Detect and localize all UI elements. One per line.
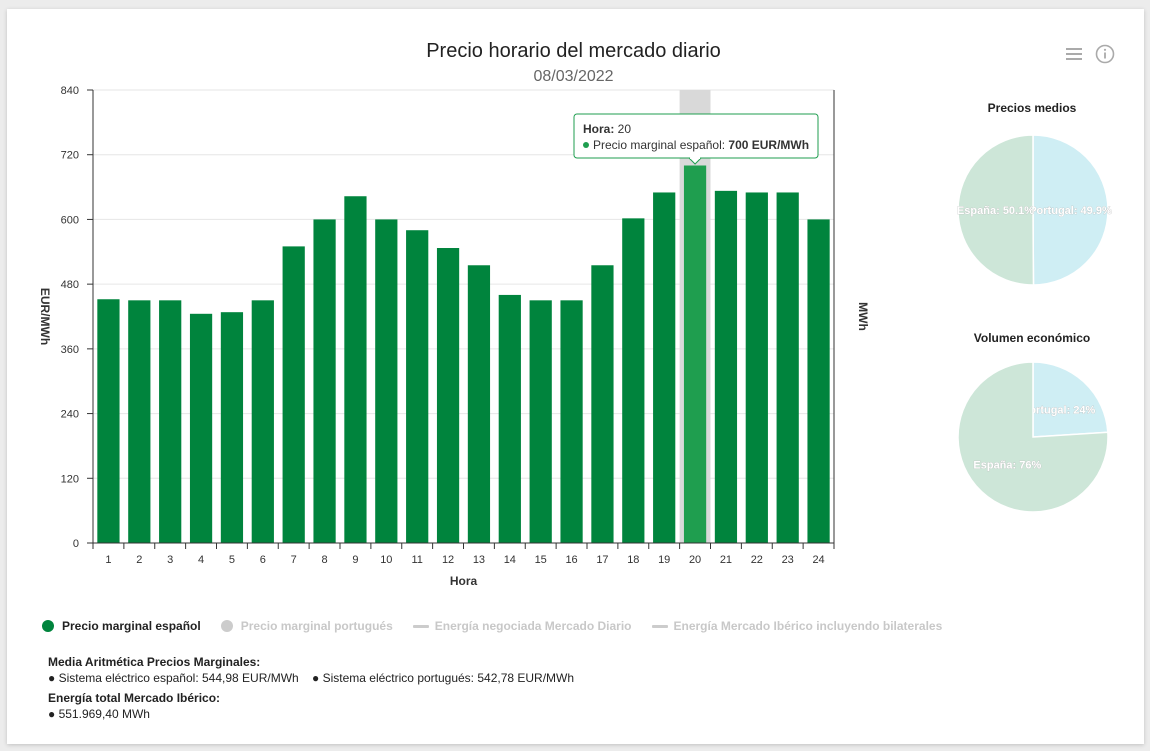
legend-label: Energía Mercado Ibérico incluyendo bilat… [673, 619, 943, 633]
bar [375, 219, 398, 543]
y-tick-label: 0 [73, 538, 79, 550]
x-tick-label: 24 [812, 554, 824, 566]
tooltip-hour-value: 20 [618, 122, 632, 136]
tooltip-hour: Hora: 20 [583, 122, 631, 136]
x-tick-label: 11 [411, 554, 422, 566]
tooltip: Hora: 20 Precio marginal español: 700 EUR… [573, 113, 819, 165]
x-tick-label: 10 [380, 554, 392, 566]
legend-dot-icon [220, 620, 233, 632]
bar [220, 312, 244, 543]
bar [498, 294, 521, 543]
bar [189, 313, 213, 543]
y-tick-label: 120 [61, 473, 79, 485]
y-axis-title: EUR/MWh [38, 288, 52, 345]
bar [406, 230, 429, 543]
y2-axis-title: MWh [856, 302, 870, 331]
bar [97, 299, 120, 543]
x-tick-label: 23 [782, 554, 794, 566]
y-tick-label: 480 [61, 279, 79, 291]
x-tick-label: 4 [198, 554, 204, 566]
legend-item-energia-diario[interactable]: Energía negociada Mercado Diario [412, 619, 632, 633]
tooltip-series-dot [583, 142, 589, 148]
y-tick-label: 600 [61, 214, 79, 226]
x-tick-label: 3 [167, 554, 173, 566]
bar [313, 219, 336, 543]
bar [436, 248, 460, 543]
mean-values: ● Sistema eléctrico español: 544,98 EUR/… [48, 671, 574, 685]
tooltip-series-label: Precio marginal español: [593, 138, 728, 152]
bar [159, 300, 182, 543]
pie-title-precios-medios: Precios medios [987, 101, 1077, 115]
x-tick-label: 21 [720, 554, 732, 566]
tooltip-series: Precio marginal español: 700 EUR/MWh [593, 138, 809, 152]
x-tick-label: 13 [473, 554, 485, 566]
bar [622, 218, 645, 543]
y-tick-label: 240 [61, 409, 79, 421]
tooltip-hour-label: Hora: [583, 122, 618, 136]
mean-es: ● Sistema eléctrico español: 544,98 EUR/… [48, 671, 299, 685]
bar [653, 192, 676, 543]
legend-dot-icon [42, 620, 54, 632]
chart-card: Precio horario del mercado diario 08/03/… [7, 9, 1144, 744]
x-tick-label: 15 [535, 554, 547, 566]
mean-pt: ● Sistema eléctrico portugués: 542,78 EU… [312, 671, 575, 685]
x-tick-label: 7 [291, 554, 297, 566]
x-tick-label: 22 [751, 554, 763, 566]
bar [344, 196, 367, 543]
x-tick-label: 14 [504, 554, 516, 566]
chart-title: Precio horario del mercado diario [426, 40, 721, 62]
legend-line-icon [651, 624, 668, 628]
x-tick-label: 18 [627, 554, 639, 566]
tooltip-value: 700 EUR/MWh [728, 138, 809, 152]
info-icon[interactable] [1095, 44, 1115, 64]
bars [97, 165, 830, 543]
pie-title-volumen-economico: Volumen económico [973, 331, 1091, 345]
x-tick-label: 9 [352, 554, 358, 566]
x-axis-title: Hora [450, 574, 478, 588]
x-tick-label: 5 [229, 554, 235, 566]
chart-legend: Precio marginal español Precio marginal … [42, 619, 962, 633]
axes [87, 89, 835, 549]
mean-heading: Media Aritmética Precios Marginales: [48, 655, 261, 669]
bar [776, 192, 799, 543]
bar [683, 165, 707, 543]
bar [745, 192, 768, 543]
x-tick-label: 17 [596, 554, 608, 566]
bar [807, 219, 830, 543]
bar [560, 300, 583, 543]
legend-line-icon [412, 624, 429, 628]
x-tick-label: 8 [322, 554, 328, 566]
bar [128, 300, 151, 543]
bar [251, 300, 274, 543]
energy-heading: Energía total Mercado Ibérico: [48, 691, 221, 705]
x-tick-label: 19 [658, 554, 670, 566]
tooltip-pointer [688, 157, 702, 165]
x-tick-label: 1 [105, 554, 111, 566]
y-tick-label: 840 [61, 85, 79, 97]
hamburger-menu-icon[interactable] [1065, 44, 1085, 64]
x-tick-label: 6 [260, 554, 266, 566]
bar [529, 300, 552, 543]
bar [714, 190, 738, 543]
x-tick-label: 2 [136, 554, 142, 566]
y-tick-label: 720 [61, 150, 79, 162]
bar [591, 265, 614, 543]
chart-subtitle: 08/03/2022 [533, 68, 614, 85]
x-tick-label: 20 [689, 554, 701, 566]
legend-label: Precio marginal portugués [240, 619, 393, 633]
x-tick-label: 16 [565, 554, 577, 566]
y-tick-label: 360 [61, 344, 79, 356]
x-tick-label: 12 [442, 554, 454, 566]
legend-item-precio-espanol[interactable]: Precio marginal español [42, 619, 201, 633]
legend-item-energia-iberico[interactable]: Energía Mercado Ibérico incluyendo bilat… [651, 619, 943, 633]
energy-value: ● 551.969,40 MWh [48, 707, 150, 721]
bar [467, 265, 491, 543]
legend-label: Precio marginal español [62, 619, 201, 633]
summary-stats: Media Aritmética Precios Marginales: ● S… [48, 655, 574, 721]
legend-label: Energía negociada Mercado Diario [434, 619, 632, 633]
bar [282, 246, 305, 543]
legend-item-precio-portugues[interactable]: Precio marginal portugués [220, 619, 393, 633]
